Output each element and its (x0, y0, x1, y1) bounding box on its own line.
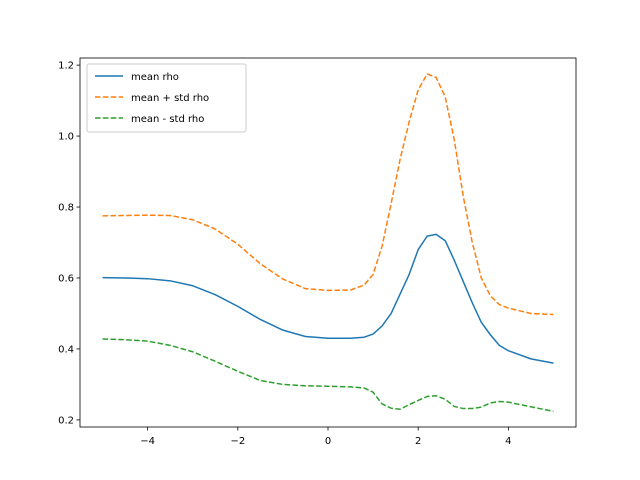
y-axis: 0.2 0.4 0.6 0.8 1.0 1.2 (58, 61, 80, 426)
y-tick-label: 0.2 (58, 415, 74, 426)
legend: mean rho mean + std rho mean - std rho (86, 63, 247, 133)
y-tick-label: 0.8 (58, 203, 74, 214)
plot-lines (102, 73, 554, 413)
y-tick-label: 1.0 (58, 132, 74, 143)
x-tick-label: 4 (505, 436, 511, 447)
x-tick-label: −2 (230, 436, 245, 447)
x-tick-label: −4 (140, 436, 155, 447)
legend-label-1: mean + std rho (131, 93, 209, 104)
y-tick-label: 0.6 (58, 273, 74, 284)
series-line-2 (102, 338, 554, 413)
legend-label-2: mean - std rho (131, 114, 204, 125)
x-tick-label: 0 (325, 436, 331, 447)
y-tick-label: 0.4 (58, 344, 74, 355)
series-line-0 (102, 233, 554, 364)
legend-box (86, 63, 247, 133)
y-tick-label: 1.2 (58, 61, 74, 72)
x-tick-label: 2 (415, 436, 421, 447)
legend-label-0: mean rho (131, 72, 179, 83)
x-axis: −4 −2 0 2 4 (140, 427, 512, 447)
series-line-1 (102, 73, 554, 316)
